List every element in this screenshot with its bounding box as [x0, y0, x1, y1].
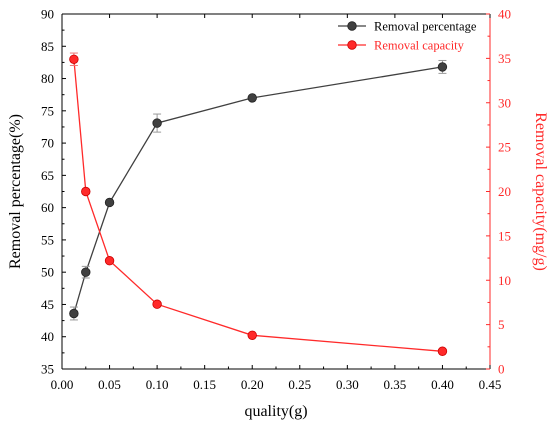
y-left-tick-label: 80	[41, 71, 54, 86]
series-line	[73, 66, 443, 314]
y-left-tick-label: 50	[41, 265, 54, 280]
y-right-tick-label: 15	[498, 228, 511, 243]
y-left-tick-label: 35	[41, 362, 54, 377]
legend-marker	[347, 21, 357, 31]
data-point	[152, 299, 162, 309]
x-tick-label: 0.00	[51, 377, 74, 392]
legend: Removal percentage Removal capacity	[338, 20, 477, 53]
axes-group	[61, 13, 491, 370]
x-tick-label: 0.15	[193, 377, 216, 392]
y-left-tick-label: 90	[41, 7, 54, 22]
y-right-tick-label: 0	[498, 362, 505, 377]
data-point	[152, 118, 162, 128]
y-right-tick-label: 25	[498, 140, 511, 155]
y-right-tick-label: 10	[498, 273, 511, 288]
x-tick-label: 0.20	[241, 377, 264, 392]
data-point	[437, 346, 448, 356]
data-point	[81, 267, 91, 277]
y-left-tick-label: 75	[41, 103, 54, 118]
y-right-tick-label: 35	[498, 51, 511, 66]
y-right-tick-label: 5	[498, 317, 505, 332]
x-tick-label: 0.35	[384, 377, 407, 392]
data-point	[69, 308, 79, 319]
y-left-tick-label: 70	[41, 136, 54, 151]
y-right-tick-label: 40	[498, 7, 511, 22]
y-right-tick-label: 30	[498, 95, 511, 110]
x-tick-label: 0.25	[288, 377, 311, 392]
ticks-group: 0.00 0.05 0.10 0.15 0.20 0.25 0.30 0.35 0.40 0.45…	[41, 7, 511, 393]
y-left-tick-label: 60	[41, 200, 54, 215]
data-point	[104, 256, 115, 266]
legend-label: Removal capacity	[374, 39, 465, 53]
x-tick-label: 0.45	[479, 377, 502, 392]
x-axis-title: quality(g)	[244, 403, 307, 420]
y-left-tick-label: 45	[41, 297, 54, 312]
x-tick-label: 0.30	[336, 377, 359, 392]
data-point	[81, 186, 91, 197]
data-point	[437, 62, 448, 72]
data-point	[69, 54, 79, 64]
data-point	[247, 93, 257, 103]
y-left-tick-label: 65	[41, 168, 54, 183]
x-tick-label: 0.10	[146, 377, 169, 392]
y-left-tick-label: 55	[41, 232, 54, 247]
x-tick-label: 0.05	[98, 377, 121, 392]
series-layer	[69, 52, 448, 356]
legend-label: Removal percentage	[374, 20, 477, 34]
data-point	[247, 330, 257, 340]
y-left-axis-title: Removal percentage(%)	[7, 114, 24, 269]
y-left-tick-label: 40	[41, 329, 54, 344]
legend-marker	[347, 40, 357, 50]
y-left-tick-label: 85	[41, 39, 54, 54]
data-point	[104, 197, 115, 208]
series-line	[73, 59, 443, 352]
y-right-axis-title: Removal capacity(mg/g)	[532, 112, 549, 271]
y-right-tick-label: 20	[498, 184, 511, 199]
x-tick-label: 0.40	[431, 377, 454, 392]
